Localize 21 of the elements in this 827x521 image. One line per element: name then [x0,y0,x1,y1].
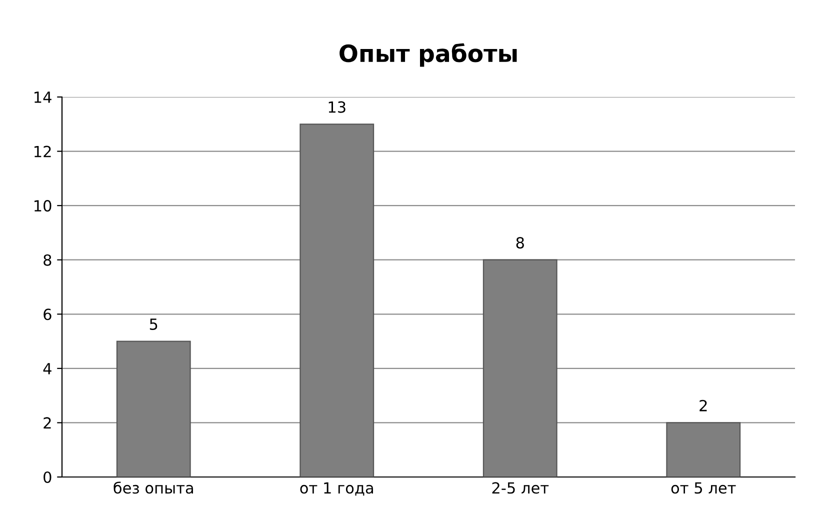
bar [116,340,191,477]
x-tick-label: от 1 года [300,482,373,496]
bar [666,422,741,477]
data-label: 8 [516,237,524,249]
y-tick-label: 12 [34,146,51,158]
y-tick-label: 2 [44,417,51,429]
data-label: 2 [700,400,707,412]
y-tick-label: 8 [44,254,52,266]
x-tick-label: без опыта [114,482,193,494]
data-label: 5 [150,318,158,330]
y-tick-label: 14 [34,92,52,103]
x-tick-label: от 5 лет [671,482,736,494]
bar [300,124,374,477]
y-tick-label: 0 [44,471,52,484]
y-tick-label: 4 [43,363,52,374]
y-tick-label: 6 [44,308,52,320]
data-label: 13 [328,101,346,113]
y-tick-label: 10 [34,200,52,212]
bar [482,259,558,477]
x-tick-label: 2-5 лет [492,482,549,494]
chart-title: Опыт работы [340,43,517,67]
